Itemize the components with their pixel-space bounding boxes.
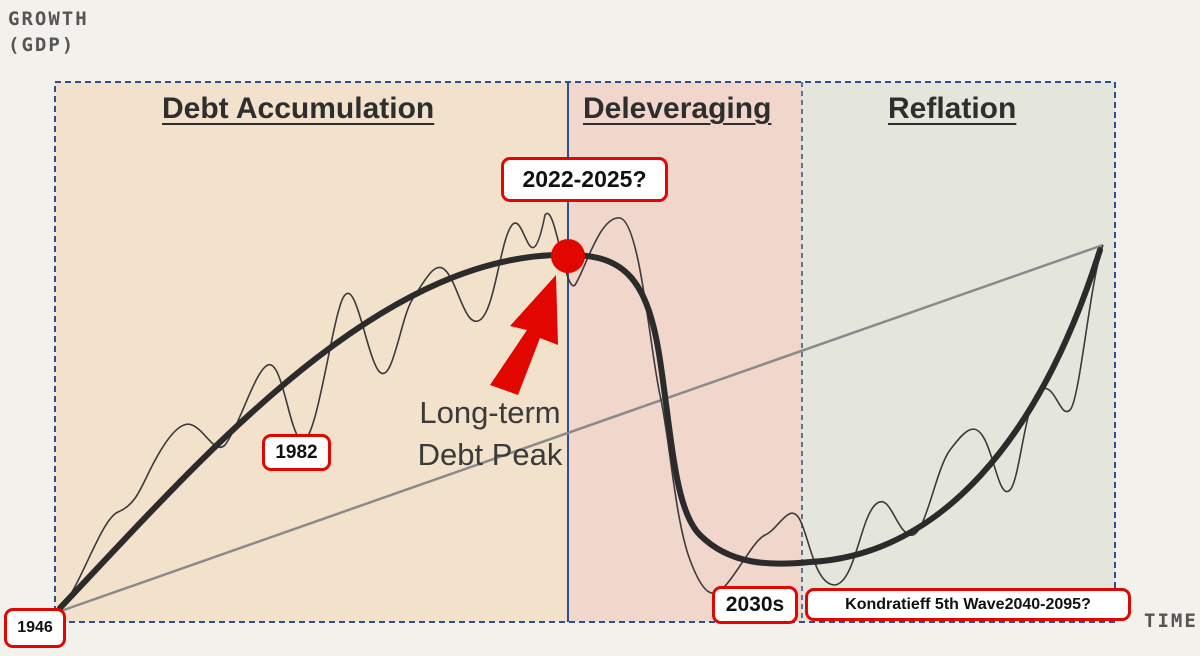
phase-debt-accumulation-region <box>55 82 568 622</box>
decade-2030s-badge: 2030s <box>712 586 798 624</box>
y-axis-title-line1: GROWTH <box>8 8 89 30</box>
phase-label-debt-accumulation: Debt Accumulation <box>162 92 435 125</box>
x-axis-title: TIME <box>1144 610 1198 632</box>
y-axis-title: GROWTH (GDP) <box>8 6 89 58</box>
debt-peak-caption-line2: Debt Peak <box>417 437 563 472</box>
long-term-trend-line <box>57 243 1104 614</box>
phase-label-deleveraging: Deleveraging <box>583 92 772 125</box>
y-axis-title-line2: (GDP) <box>8 34 76 56</box>
diagram-frame <box>54 81 1116 623</box>
long-term-debt-cycle-curve <box>57 247 1103 611</box>
debt-peak-caption: Long-term Debt Peak <box>380 392 600 476</box>
year-1946-badge: 1946 <box>4 608 66 648</box>
kondratieff-wave-badge: Kondratieff 5th Wave2040-2095? <box>805 588 1131 621</box>
phase-reflation-region <box>802 82 1115 622</box>
short-term-cycle-curve <box>57 212 1104 613</box>
debt-peak-marker <box>551 239 585 273</box>
peak-period-badge: 2022-2025? <box>501 157 668 202</box>
peak-arrow <box>490 275 558 395</box>
phase-label-reflation: Reflation <box>888 92 1017 125</box>
debt-peak-caption-line1: Long-term <box>419 395 561 430</box>
year-1982-badge: 1982 <box>262 434 331 471</box>
